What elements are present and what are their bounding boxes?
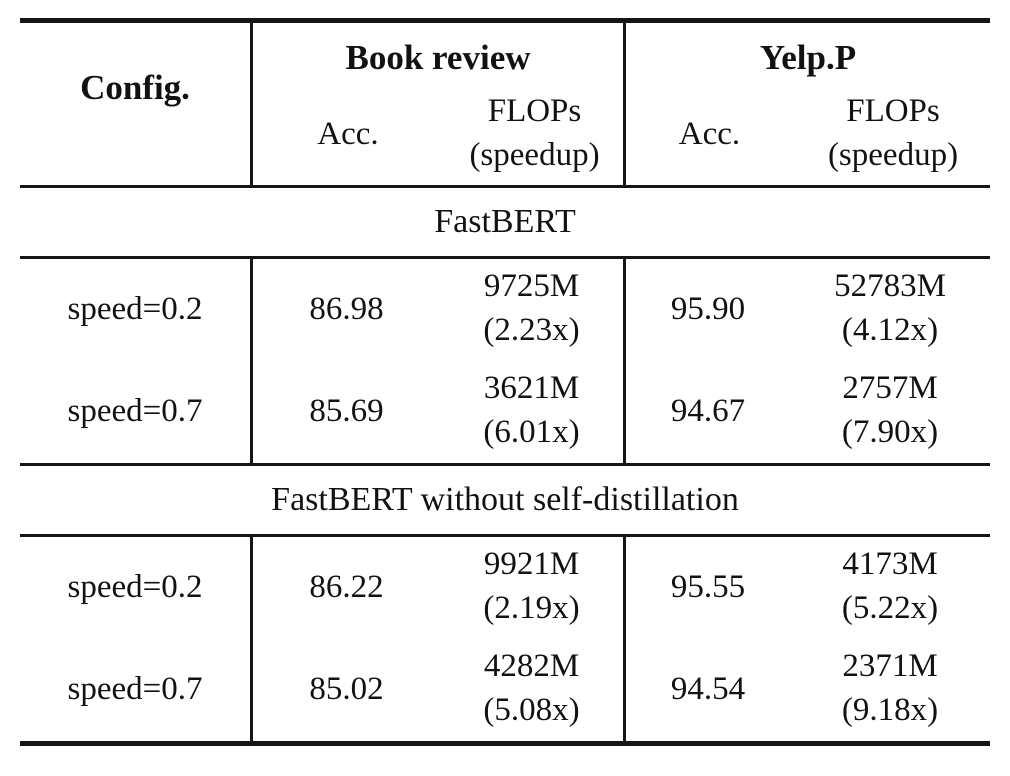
yelp-flops-cell: 52783M (4.12x) <box>790 259 990 359</box>
book-flops-cell: 9725M (2.23x) <box>440 259 623 359</box>
flops-value: 2757M <box>842 370 938 407</box>
book-review-group-title: Book review <box>345 38 531 77</box>
flops-value: 2371M <box>842 648 938 685</box>
yelp-acc-column-header: Acc. <box>678 115 741 152</box>
table-bottom-rule <box>20 741 990 746</box>
book-acc-cell: 86.98 <box>250 259 440 359</box>
flops-value: 9921M <box>483 546 580 583</box>
table-row: speed=0.7 85.02 4282M (5.08x) 94.54 2371… <box>20 637 990 741</box>
flops-value: 4282M <box>483 648 580 685</box>
flops-value: 9725M <box>483 268 580 305</box>
config-cell: speed=0.7 <box>67 670 203 707</box>
yelp-flops-label: FLOPs <box>846 93 940 130</box>
yelp-acc-cell: 95.90 <box>623 259 790 359</box>
book-acc-cell: 86.22 <box>250 537 440 637</box>
yelp-flops-column-header: FLOPs (speedup) <box>793 90 993 177</box>
config-cell: speed=0.2 <box>67 568 203 605</box>
speedup-value: (4.12x) <box>841 312 939 348</box>
book-flops-cell: 3621M (6.01x) <box>440 359 623 463</box>
book-acc-cell: 85.69 <box>250 359 440 463</box>
yelp-speedup-label: (speedup) <box>827 137 959 173</box>
yelp-group-title: Yelp.P <box>759 38 857 77</box>
config-cell: speed=0.7 <box>67 392 203 429</box>
yelp-acc-cell: 94.54 <box>623 637 790 741</box>
section-header-fastbert: FastBERT <box>434 203 576 240</box>
flops-value: 52783M <box>834 268 946 305</box>
speedup-value: (5.08x) <box>483 692 580 728</box>
table-top-rule <box>20 18 990 23</box>
yelp-flops-cell: 4173M (5.22x) <box>790 537 990 637</box>
book-flops-column-header: FLOPs (speedup) <box>443 90 626 177</box>
yelp-flops-cell: 2757M (7.90x) <box>790 359 990 463</box>
column-group-book-review: Book review Acc. FLOPs (speedup) <box>250 23 623 185</box>
section-header-fastbert-no-distill: FastBERT without self-distillation <box>271 481 739 518</box>
speedup-value: (2.19x) <box>483 590 580 626</box>
speedup-value: (2.23x) <box>483 312 580 348</box>
speedup-value: (5.22x) <box>841 590 939 626</box>
config-column-header: Config. <box>80 68 190 107</box>
results-table: Config. Book review Acc. FLOPs (speedup)… <box>20 18 990 746</box>
book-flops-cell: 9921M (2.19x) <box>440 537 623 637</box>
yelp-acc-cell: 94.67 <box>623 359 790 463</box>
speedup-value: (6.01x) <box>483 414 580 450</box>
header-bottom-rule <box>20 185 990 188</box>
flops-value: 3621M <box>483 370 580 407</box>
table-row: speed=0.7 85.69 3621M (6.01x) 94.67 2757… <box>20 359 990 463</box>
book-speedup-label: (speedup) <box>469 137 600 173</box>
flops-value: 4173M <box>842 546 938 583</box>
book-flops-cell: 4282M (5.08x) <box>440 637 623 741</box>
section2-rule <box>20 534 990 537</box>
section2-top-rule <box>20 463 990 466</box>
book-flops-label: FLOPs <box>487 93 582 130</box>
table-row: speed=0.2 86.98 9725M (2.23x) 95.90 5278… <box>20 259 990 359</box>
yelp-subheaders: Acc. FLOPs (speedup) <box>626 83 990 185</box>
table-row: speed=0.2 86.22 9921M (2.19x) 95.55 4173… <box>20 537 990 637</box>
column-group-yelp-p: Yelp.P Acc. FLOPs (speedup) <box>623 23 990 185</box>
book-acc-column-header: Acc. <box>317 115 379 152</box>
book-review-subheaders: Acc. FLOPs (speedup) <box>253 83 623 185</box>
yelp-acc-cell: 95.55 <box>623 537 790 637</box>
table-header-row: Config. Book review Acc. FLOPs (speedup)… <box>20 23 990 185</box>
book-acc-cell: 85.02 <box>250 637 440 741</box>
config-cell: speed=0.2 <box>67 290 203 327</box>
section1-rule <box>20 256 990 259</box>
yelp-flops-cell: 2371M (9.18x) <box>790 637 990 741</box>
speedup-value: (7.90x) <box>841 414 939 450</box>
speedup-value: (9.18x) <box>841 692 939 728</box>
